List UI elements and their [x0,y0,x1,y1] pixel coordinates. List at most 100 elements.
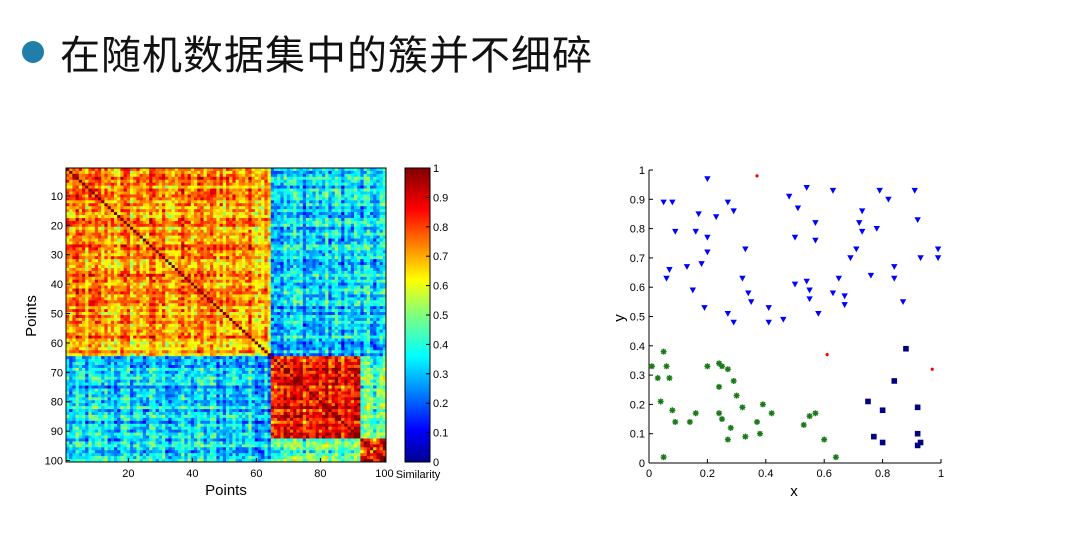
heatmap-cell [136,238,140,242]
heatmap-cell [91,244,96,248]
heatmap-cell [357,215,361,219]
heatmap-cell [142,267,147,272]
heatmap-cell [325,173,329,178]
heatmap-cell [94,179,99,184]
heatmap-cell [379,229,384,234]
heatmap-cell [78,235,83,239]
heatmap-cell [370,297,374,301]
heatmap-cell [139,235,144,239]
heatmap-cell [133,273,137,278]
heatmap-cell [261,250,265,254]
heatmap-cell [338,256,342,260]
heatmap-cell [341,306,345,310]
heatmap-cell [210,253,214,257]
heatmap-cell [238,170,243,175]
heatmap-cell [101,253,105,257]
heatmap-cell [235,220,240,225]
heatmap-cell [309,253,313,257]
heatmap-cell [261,170,265,175]
heatmap-cell [363,282,368,286]
heatmap-cell [379,253,384,257]
heatmap-cell [232,206,236,210]
heatmap-cell [194,203,198,207]
heatmap-cell [325,291,329,295]
heatmap-cell [219,188,224,192]
heatmap-cell [293,262,297,266]
heatmap-cell [210,270,214,275]
heatmap-cell [360,282,364,286]
heatmap-cell [120,235,124,239]
heatmap-cell [245,273,249,278]
heatmap-cell [296,191,300,195]
heatmap-cell [344,209,348,213]
heatmap-cell [318,256,323,260]
heatmap-cell [379,285,384,289]
heatmap-cell [104,262,108,266]
heatmap-cell [306,194,310,198]
heatmap-cell [181,191,185,195]
heatmap-cell [210,247,214,251]
heatmap-cell [203,215,208,219]
heatmap-cell [293,238,297,242]
heatmap-cell [283,256,288,260]
heatmap-cell [299,179,304,184]
heatmap-cell [245,265,249,269]
heatmap-cell [242,279,246,284]
heatmap-cell [187,309,192,313]
heatmap-cell [114,188,118,192]
heatmap-cell [293,282,297,286]
heatmap-cell [235,270,240,275]
heatmap-cell [136,197,140,201]
heatmap-cell [174,200,179,204]
heatmap-cell [242,235,246,239]
heatmap-cell [373,206,377,210]
heatmap-cell [162,309,166,313]
heatmap-cell [178,220,182,225]
heatmap-cell [136,282,140,286]
heatmap-cell [88,217,92,222]
heatmap-cell [210,312,214,316]
heatmap-cell [66,197,70,201]
heatmap-cell [254,253,259,257]
heatmap-cell [133,270,137,275]
heatmap-cell [72,241,76,245]
heatmap-cell [296,206,300,210]
heatmap-cell [338,232,342,236]
heatmap-cell [222,303,227,307]
heatmap-cell [104,232,108,236]
heatmap-cell [283,168,288,172]
heatmap-cell [117,200,121,204]
heatmap-cell [341,241,345,245]
heatmap-cell [104,229,108,234]
heatmap-cell [213,244,217,248]
heatmap-cell [123,282,128,286]
heatmap-cell [341,273,345,278]
heatmap-cell [203,270,208,275]
heatmap-cell [350,176,355,181]
heatmap-cell [334,262,339,266]
heatmap-cell [178,265,182,269]
heatmap-cell [203,191,208,195]
heatmap-cell [360,267,364,272]
heatmap-cell [206,200,211,204]
heatmap-cell [110,303,115,307]
heatmap-cell [251,226,256,231]
heatmap-cell [114,220,118,225]
heatmap-cell [104,206,108,210]
heatmap-cell [98,168,102,172]
heatmap-cell [88,273,92,278]
heatmap-cell [75,217,80,222]
heatmap-cell [357,209,361,213]
heatmap-cell [168,194,172,198]
heatmap-cell [338,262,342,266]
heatmap-cell [72,285,76,289]
heatmap-cell [133,200,137,204]
heatmap-cell [165,241,169,245]
heatmap-cell [120,300,124,304]
heatmap-cell [238,291,243,295]
heatmap-cell [226,206,230,210]
heatmap-cell [344,259,348,263]
heatmap-cell [78,241,83,245]
heatmap-cell [322,250,326,254]
heatmap-cell [251,282,256,286]
